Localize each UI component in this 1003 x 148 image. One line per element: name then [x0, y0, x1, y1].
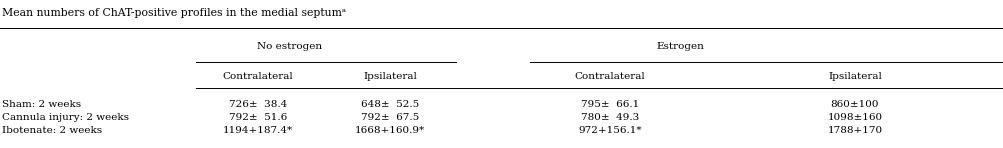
Text: Cannula injury: 2 weeks: Cannula injury: 2 weeks [2, 113, 128, 122]
Text: 792±  67.5: 792± 67.5 [360, 113, 418, 122]
Text: Contralateral: Contralateral [223, 72, 293, 81]
Text: 792±  51.6: 792± 51.6 [229, 113, 287, 122]
Text: 780±  49.3: 780± 49.3 [581, 113, 639, 122]
Text: Ipsilateral: Ipsilateral [363, 72, 416, 81]
Text: 726±  38.4: 726± 38.4 [229, 100, 287, 109]
Text: 1788+170: 1788+170 [826, 126, 882, 135]
Text: No estrogen: No estrogen [257, 42, 322, 51]
Text: 1098±160: 1098±160 [826, 113, 882, 122]
Text: Mean numbers of ChAT-positive profiles in the medial septumᵃ: Mean numbers of ChAT-positive profiles i… [2, 8, 346, 18]
Text: 795±  66.1: 795± 66.1 [581, 100, 639, 109]
Text: Estrogen: Estrogen [655, 42, 703, 51]
Text: 1668+160.9*: 1668+160.9* [355, 126, 424, 135]
Text: 648±  52.5: 648± 52.5 [360, 100, 418, 109]
Text: Ibotenate: 2 weeks: Ibotenate: 2 weeks [2, 126, 102, 135]
Text: 1194+187.4*: 1194+187.4* [223, 126, 293, 135]
Text: Ipsilateral: Ipsilateral [827, 72, 881, 81]
Text: 860±100: 860±100 [829, 100, 879, 109]
Text: 972+156.1*: 972+156.1* [578, 126, 641, 135]
Text: Sham: 2 weeks: Sham: 2 weeks [2, 100, 81, 109]
Text: Contralateral: Contralateral [574, 72, 645, 81]
